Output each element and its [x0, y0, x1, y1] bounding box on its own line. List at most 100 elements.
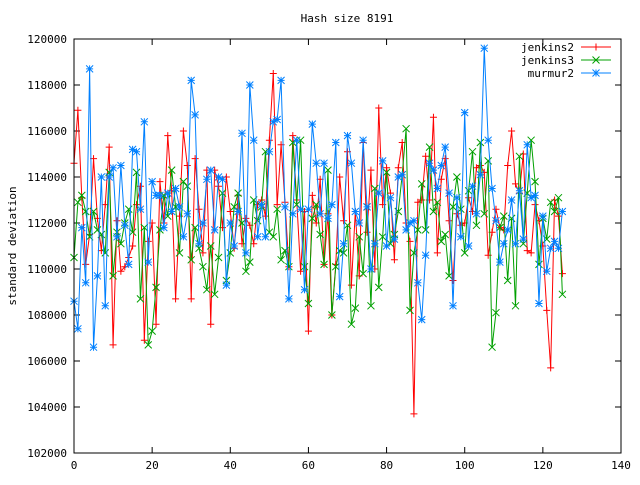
- data-point-murmur2: [218, 175, 227, 184]
- data-point-jenkins3: [238, 219, 246, 227]
- data-point-jenkins3: [421, 226, 430, 234]
- data-point-murmur2: [81, 278, 90, 287]
- data-point-jenkins3: [191, 223, 199, 232]
- data-point-murmur2: [523, 140, 532, 149]
- data-point-jenkins2: [340, 217, 348, 225]
- data-point-jenkins2: [394, 164, 402, 172]
- data-point-jenkins3: [476, 138, 485, 147]
- data-point-jenkins3: [449, 203, 457, 211]
- data-point-jenkins3: [132, 168, 141, 177]
- data-point-murmur2: [101, 301, 110, 310]
- data-point-jenkins2: [433, 249, 441, 257]
- data-point-murmur2: [261, 232, 270, 241]
- data-point-murmur2: [496, 258, 504, 266]
- data-point-murmur2: [136, 205, 145, 214]
- data-point-murmur2: [238, 129, 246, 138]
- data-point-jenkins3: [74, 198, 82, 207]
- data-point-jenkins2: [508, 127, 516, 135]
- legend-marker-jenkins3: [592, 56, 600, 64]
- x-tick-label: 100: [455, 459, 475, 472]
- data-point-jenkins3: [304, 299, 313, 308]
- data-point-jenkins3: [148, 327, 156, 335]
- data-point-murmur2: [425, 159, 434, 168]
- data-point-jenkins2: [136, 182, 144, 190]
- legend-label-murmur2: murmur2: [528, 67, 574, 80]
- data-point-jenkins2: [492, 205, 500, 213]
- data-point-jenkins3: [144, 341, 153, 349]
- data-point-jenkins3: [460, 249, 469, 257]
- data-point-jenkins3: [187, 255, 196, 264]
- data-point-jenkins2: [551, 196, 559, 204]
- x-tick-label: 140: [611, 459, 631, 472]
- data-point-murmur2: [339, 239, 348, 248]
- data-point-jenkins3: [214, 253, 223, 262]
- data-point-murmur2: [527, 193, 535, 202]
- data-point-jenkins3: [136, 295, 145, 303]
- data-point-jenkins2: [129, 242, 137, 250]
- data-point-murmur2: [214, 173, 223, 181]
- data-point-murmur2: [120, 221, 129, 230]
- data-point-murmur2: [269, 117, 278, 126]
- data-point-jenkins2: [242, 214, 250, 222]
- data-point-murmur2: [253, 232, 262, 241]
- data-point-jenkins3: [550, 207, 559, 216]
- data-point-murmur2: [503, 226, 512, 234]
- data-point-jenkins2: [172, 295, 180, 303]
- x-tick-label: 60: [302, 459, 315, 472]
- data-point-murmur2: [519, 235, 528, 243]
- data-point-jenkins2: [121, 263, 129, 271]
- data-point-murmur2: [390, 235, 399, 243]
- data-point-murmur2: [331, 138, 340, 147]
- data-point-jenkins3: [175, 249, 184, 257]
- data-point-murmur2: [183, 209, 192, 218]
- data-point-jenkins3: [167, 166, 176, 174]
- data-point-murmur2: [437, 161, 446, 170]
- data-point-jenkins2: [519, 150, 527, 158]
- data-point-murmur2: [167, 207, 176, 216]
- data-point-jenkins3: [367, 301, 375, 310]
- data-point-jenkins2: [429, 113, 437, 121]
- data-point-jenkins3: [417, 180, 426, 188]
- x-tick-label: 80: [380, 459, 393, 472]
- data-point-murmur2: [300, 285, 309, 294]
- data-point-murmur2: [398, 170, 407, 179]
- data-point-jenkins2: [469, 208, 477, 215]
- data-point-murmur2: [97, 173, 106, 181]
- data-point-jenkins3: [202, 285, 211, 294]
- data-point-jenkins3: [351, 304, 360, 312]
- data-point-murmur2: [367, 265, 375, 273]
- data-point-jenkins2: [152, 320, 160, 328]
- data-point-murmur2: [288, 209, 297, 218]
- x-tick-label: 0: [71, 459, 78, 472]
- data-point-murmur2: [335, 292, 344, 301]
- data-point-murmur2: [394, 173, 403, 181]
- data-point-murmur2: [77, 223, 86, 232]
- data-point-jenkins3: [81, 207, 90, 216]
- data-point-murmur2: [206, 166, 215, 174]
- legend-marker-murmur2: [592, 69, 600, 77]
- legend-marker-jenkins2: [592, 43, 600, 51]
- data-point-murmur2: [163, 189, 172, 197]
- data-point-murmur2: [74, 324, 82, 333]
- data-point-murmur2: [484, 136, 493, 145]
- data-point-murmur2: [347, 159, 356, 168]
- data-point-jenkins3: [425, 143, 434, 151]
- data-point-murmur2: [558, 207, 567, 216]
- data-point-murmur2: [132, 147, 141, 156]
- x-tick-label: 20: [146, 459, 159, 472]
- data-point-murmur2: [378, 157, 387, 165]
- data-point-murmur2: [191, 111, 199, 119]
- data-point-murmur2: [445, 189, 453, 197]
- data-point-murmur2: [554, 244, 563, 253]
- data-point-murmur2: [265, 147, 274, 156]
- data-point-jenkins2: [363, 228, 371, 236]
- data-point-jenkins2: [226, 208, 234, 215]
- data-point-murmur2: [292, 136, 301, 145]
- data-point-murmur2: [429, 166, 438, 174]
- data-point-jenkins3: [242, 267, 250, 276]
- data-point-murmur2: [308, 120, 317, 128]
- data-point-jenkins2: [367, 166, 375, 174]
- data-point-jenkins2: [199, 249, 207, 257]
